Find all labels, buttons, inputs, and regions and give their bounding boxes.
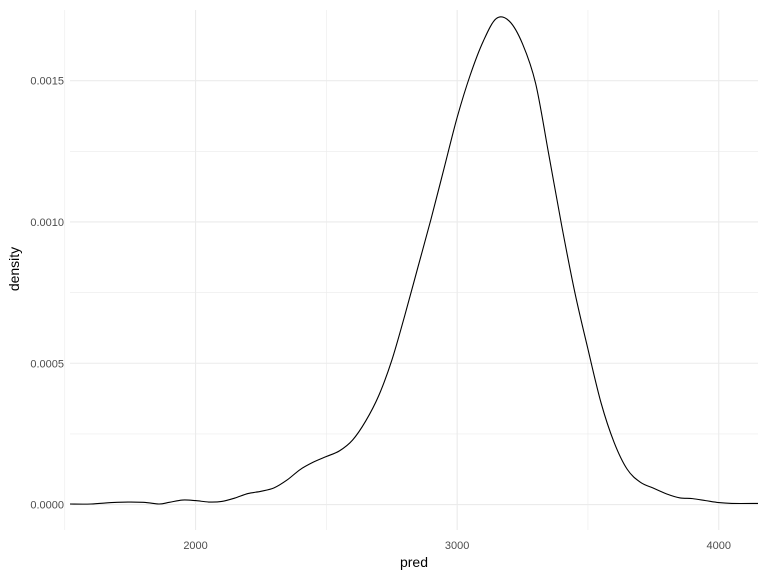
y-tick-label: 0.0005 bbox=[30, 358, 64, 370]
y-axis-tick-labels: 0.0000 0.0005 0.0010 0.0015 bbox=[30, 76, 64, 512]
y-tick-label: 0.0000 bbox=[30, 500, 64, 512]
density-curve bbox=[69, 16, 759, 505]
y-tick-label: 0.0015 bbox=[30, 76, 64, 88]
grid-lines bbox=[64, 10, 758, 530]
y-tick-label: 0.0010 bbox=[30, 217, 64, 229]
x-tick-label: 4000 bbox=[707, 540, 731, 552]
x-tick-label: 3000 bbox=[445, 540, 469, 552]
x-tick-label: 2000 bbox=[183, 540, 207, 552]
x-axis-tick-labels: 2000 3000 4000 bbox=[183, 540, 731, 552]
y-axis-title: density bbox=[6, 247, 22, 291]
x-axis-title: pred bbox=[400, 554, 428, 570]
